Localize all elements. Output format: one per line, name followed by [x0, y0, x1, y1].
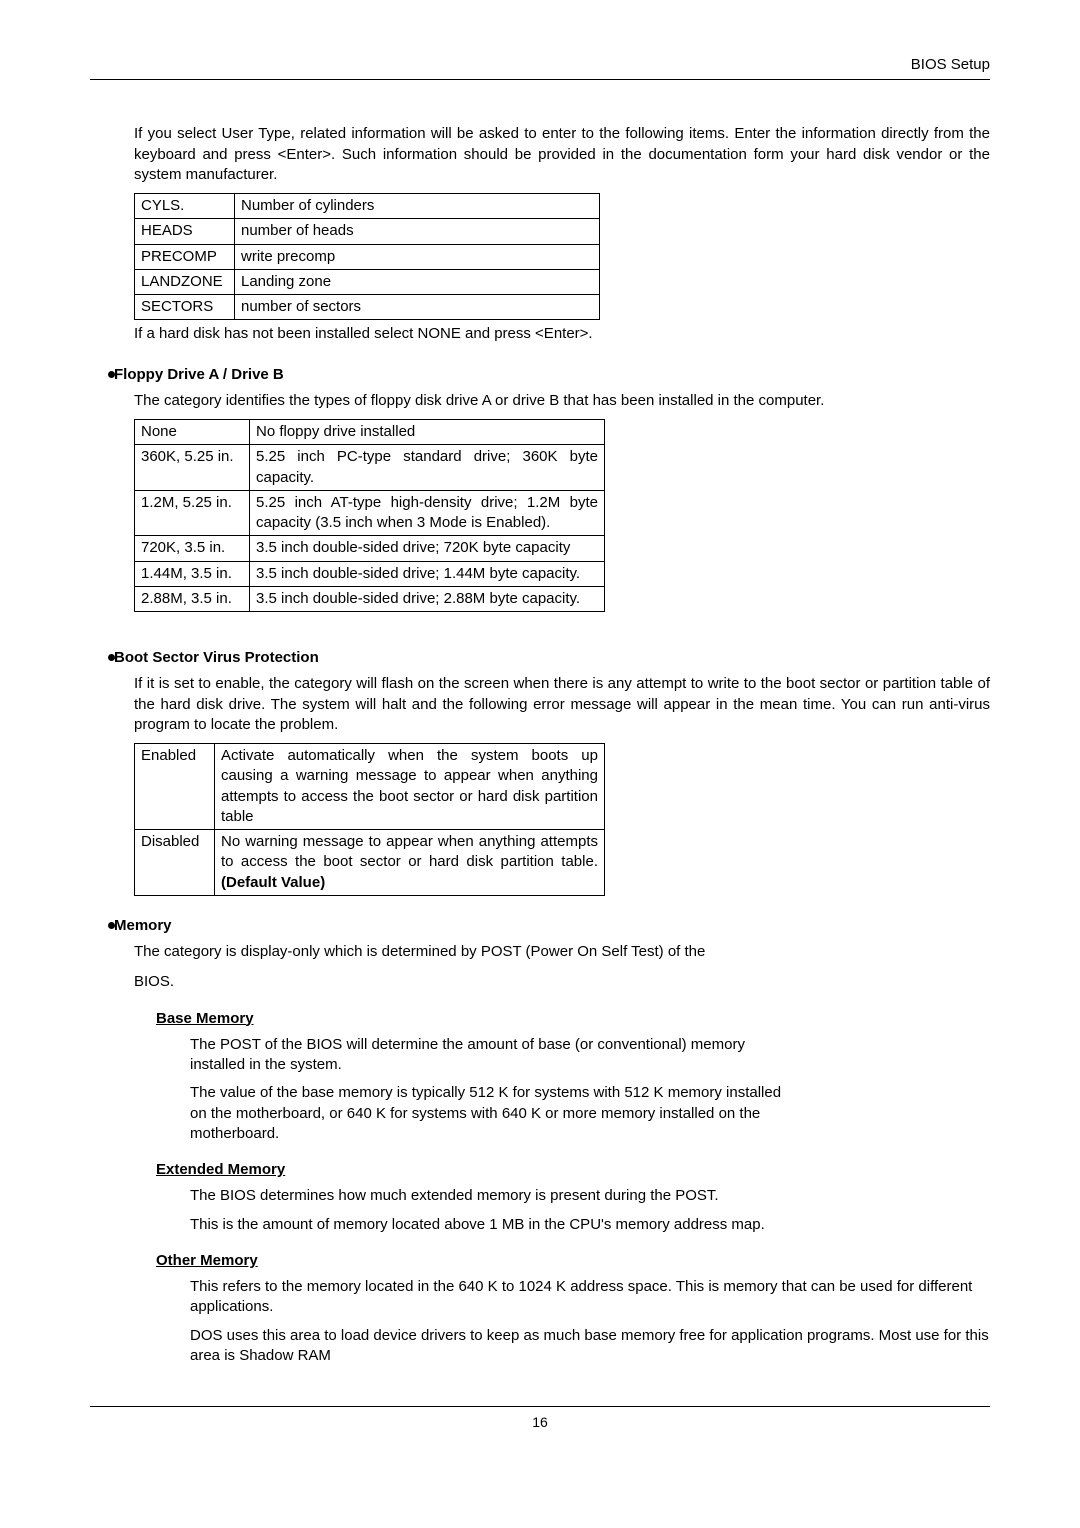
table-row: LANDZONELanding zone [135, 269, 600, 294]
section-floppy-heading: Floppy Drive A / Drive B [114, 365, 990, 385]
table-row: 2.88M, 3.5 in.3.5 inch double-sided driv… [135, 586, 605, 611]
page-footer: 16 [90, 1406, 990, 1432]
extended-memory-heading: Extended Memory [156, 1160, 990, 1180]
boot-table: Enabled Activate automatically when the … [134, 743, 605, 896]
other-memory-p1: This refers to the memory located in the… [190, 1277, 990, 1318]
cell: Number of cylinders [235, 194, 600, 219]
cell: LANDZONE [135, 269, 235, 294]
page-number: 16 [532, 1414, 548, 1430]
other-memory-heading: Other Memory [156, 1251, 990, 1271]
extended-memory-p2: This is the amount of memory located abo… [190, 1215, 800, 1235]
cell: None [135, 420, 250, 445]
memory-desc1: The category is display-only which is de… [134, 942, 990, 962]
base-memory-p2: The value of the base memory is typicall… [190, 1083, 800, 1144]
cell: 1.2M, 5.25 in. [135, 490, 250, 536]
bullet-icon [108, 371, 115, 378]
cell: 3.5 inch double-sided drive; 720K byte c… [250, 536, 605, 561]
bullet-icon [108, 654, 115, 661]
cell: 5.25 inch PC-type standard drive; 360K b… [250, 445, 605, 491]
bullet-icon [108, 922, 115, 929]
base-memory-p1: The POST of the BIOS will determine the … [190, 1035, 800, 1076]
extended-memory-p1: The BIOS determines how much extended me… [190, 1186, 800, 1206]
cell: SECTORS [135, 295, 235, 320]
cell-text: No warning message to appear when anythi… [221, 833, 598, 870]
table-row: 720K, 3.5 in.3.5 inch double-sided drive… [135, 536, 605, 561]
table-row: CYLS.Number of cylinders [135, 194, 600, 219]
cell: 360K, 5.25 in. [135, 445, 250, 491]
table-row: HEADSnumber of heads [135, 219, 600, 244]
cell: Disabled [135, 830, 215, 896]
cell: Landing zone [235, 269, 600, 294]
floppy-table: NoneNo floppy drive installed 360K, 5.25… [134, 419, 605, 612]
intro-paragraph: If you select User Type, related informa… [134, 124, 990, 185]
cell: PRECOMP [135, 244, 235, 269]
cell: 3.5 inch double-sided drive; 2.88M byte … [250, 586, 605, 611]
cell: 720K, 3.5 in. [135, 536, 250, 561]
default-value-bold: (Default Value) [221, 874, 325, 891]
table-row: 1.44M, 3.5 in.3.5 inch double-sided driv… [135, 561, 605, 586]
section-title: Memory [114, 917, 172, 934]
cell: No warning message to appear when anythi… [215, 830, 605, 896]
cell: 5.25 inch AT-type high-density drive; 1.… [250, 490, 605, 536]
cell: Enabled [135, 744, 215, 830]
section-boot-heading: Boot Sector Virus Protection [114, 648, 990, 668]
table-row: Enabled Activate automatically when the … [135, 744, 605, 830]
boot-desc: If it is set to enable, the category wil… [134, 674, 990, 735]
section-title: Boot Sector Virus Protection [114, 649, 319, 666]
cell: Activate automatically when the system b… [215, 744, 605, 830]
hdd-caption: If a hard disk has not been installed se… [134, 324, 990, 344]
cell: 3.5 inch double-sided drive; 1.44M byte … [250, 561, 605, 586]
table-row: SECTORSnumber of sectors [135, 295, 600, 320]
section-title: Floppy Drive A / Drive B [114, 366, 284, 383]
cell: CYLS. [135, 194, 235, 219]
cell: write precomp [235, 244, 600, 269]
cell: No floppy drive installed [250, 420, 605, 445]
cell: number of heads [235, 219, 600, 244]
table-row: Disabled No warning message to appear wh… [135, 830, 605, 896]
base-memory-heading: Base Memory [156, 1009, 990, 1029]
header-right: BIOS Setup [90, 55, 990, 80]
table-row: 1.2M, 5.25 in.5.25 inch AT-type high-den… [135, 490, 605, 536]
table-row: PRECOMPwrite precomp [135, 244, 600, 269]
table-row: NoneNo floppy drive installed [135, 420, 605, 445]
cell: HEADS [135, 219, 235, 244]
section-memory-heading: Memory [114, 916, 990, 936]
table-row: 360K, 5.25 in.5.25 inch PC-type standard… [135, 445, 605, 491]
cell: 1.44M, 3.5 in. [135, 561, 250, 586]
cell: number of sectors [235, 295, 600, 320]
hdd-params-table: CYLS.Number of cylinders HEADSnumber of … [134, 193, 600, 320]
other-memory-p2: DOS uses this area to load device driver… [190, 1326, 990, 1367]
memory-desc2: BIOS. [134, 972, 990, 992]
floppy-desc: The category identifies the types of flo… [134, 391, 990, 411]
cell: 2.88M, 3.5 in. [135, 586, 250, 611]
